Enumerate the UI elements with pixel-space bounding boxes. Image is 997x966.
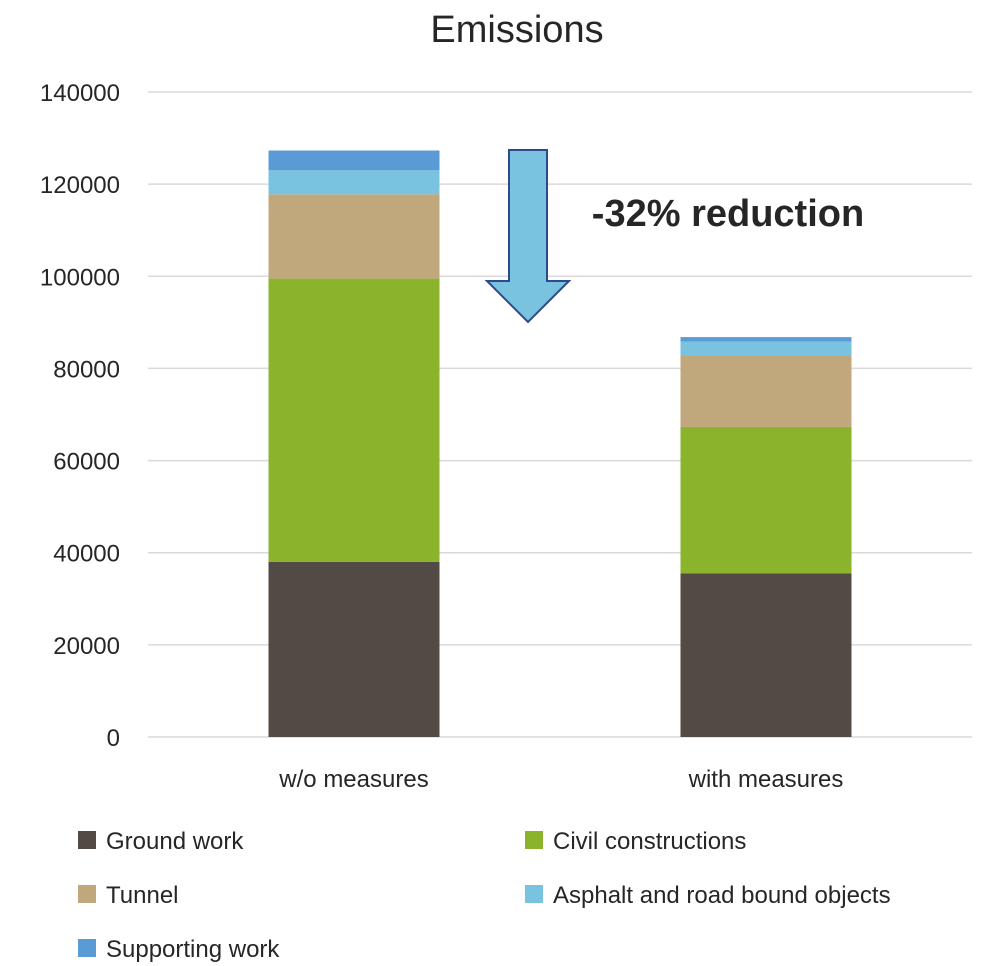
bar-segment [268, 278, 440, 562]
bar-segment [680, 341, 852, 356]
bar-segment [268, 561, 440, 737]
y-tick-label: 40000 [53, 541, 120, 568]
legend-label: Asphalt and road bound objects [553, 882, 891, 909]
legend-swatch [78, 939, 96, 957]
x-category-label: with measures [688, 766, 844, 793]
bar-segment [680, 573, 852, 737]
y-axis: 0 20000 40000 60000 80000 100000 120000 140000 [40, 80, 120, 752]
legend-swatch [525, 831, 543, 849]
bar-segment [680, 426, 852, 574]
legend-swatch [78, 885, 96, 903]
y-tick-label: 20000 [53, 633, 120, 660]
y-tick-label: 120000 [40, 172, 120, 199]
legend-swatch [525, 885, 543, 903]
x-category-label: w/o measures [278, 766, 428, 793]
legend-label: Ground work [106, 828, 244, 855]
legend-swatch [78, 831, 96, 849]
y-tick-label: 60000 [53, 449, 120, 476]
y-tick-label: 140000 [40, 80, 120, 107]
down-arrow-icon [484, 149, 572, 324]
reduction-label: -32% reduction [592, 193, 864, 235]
bar-segment [268, 194, 440, 279]
y-tick-label: 0 [107, 725, 120, 752]
bar-segment [680, 355, 852, 427]
legend: Ground work Civil constructions Tunnel Asph… [78, 828, 891, 963]
bars [268, 150, 852, 737]
legend-label: Civil constructions [553, 828, 746, 855]
reduction-annotation: -32% reduction [484, 149, 864, 324]
bar-segment [268, 150, 440, 171]
bar-segment [680, 337, 852, 342]
legend-label: Tunnel [106, 882, 179, 909]
chart-title: Emissions [430, 9, 603, 51]
bar-segment [268, 170, 440, 195]
legend-label: Supporting work [106, 936, 280, 963]
y-tick-label: 80000 [53, 356, 120, 383]
x-axis: w/o measures with measures [278, 766, 843, 793]
y-tick-label: 100000 [40, 264, 120, 291]
